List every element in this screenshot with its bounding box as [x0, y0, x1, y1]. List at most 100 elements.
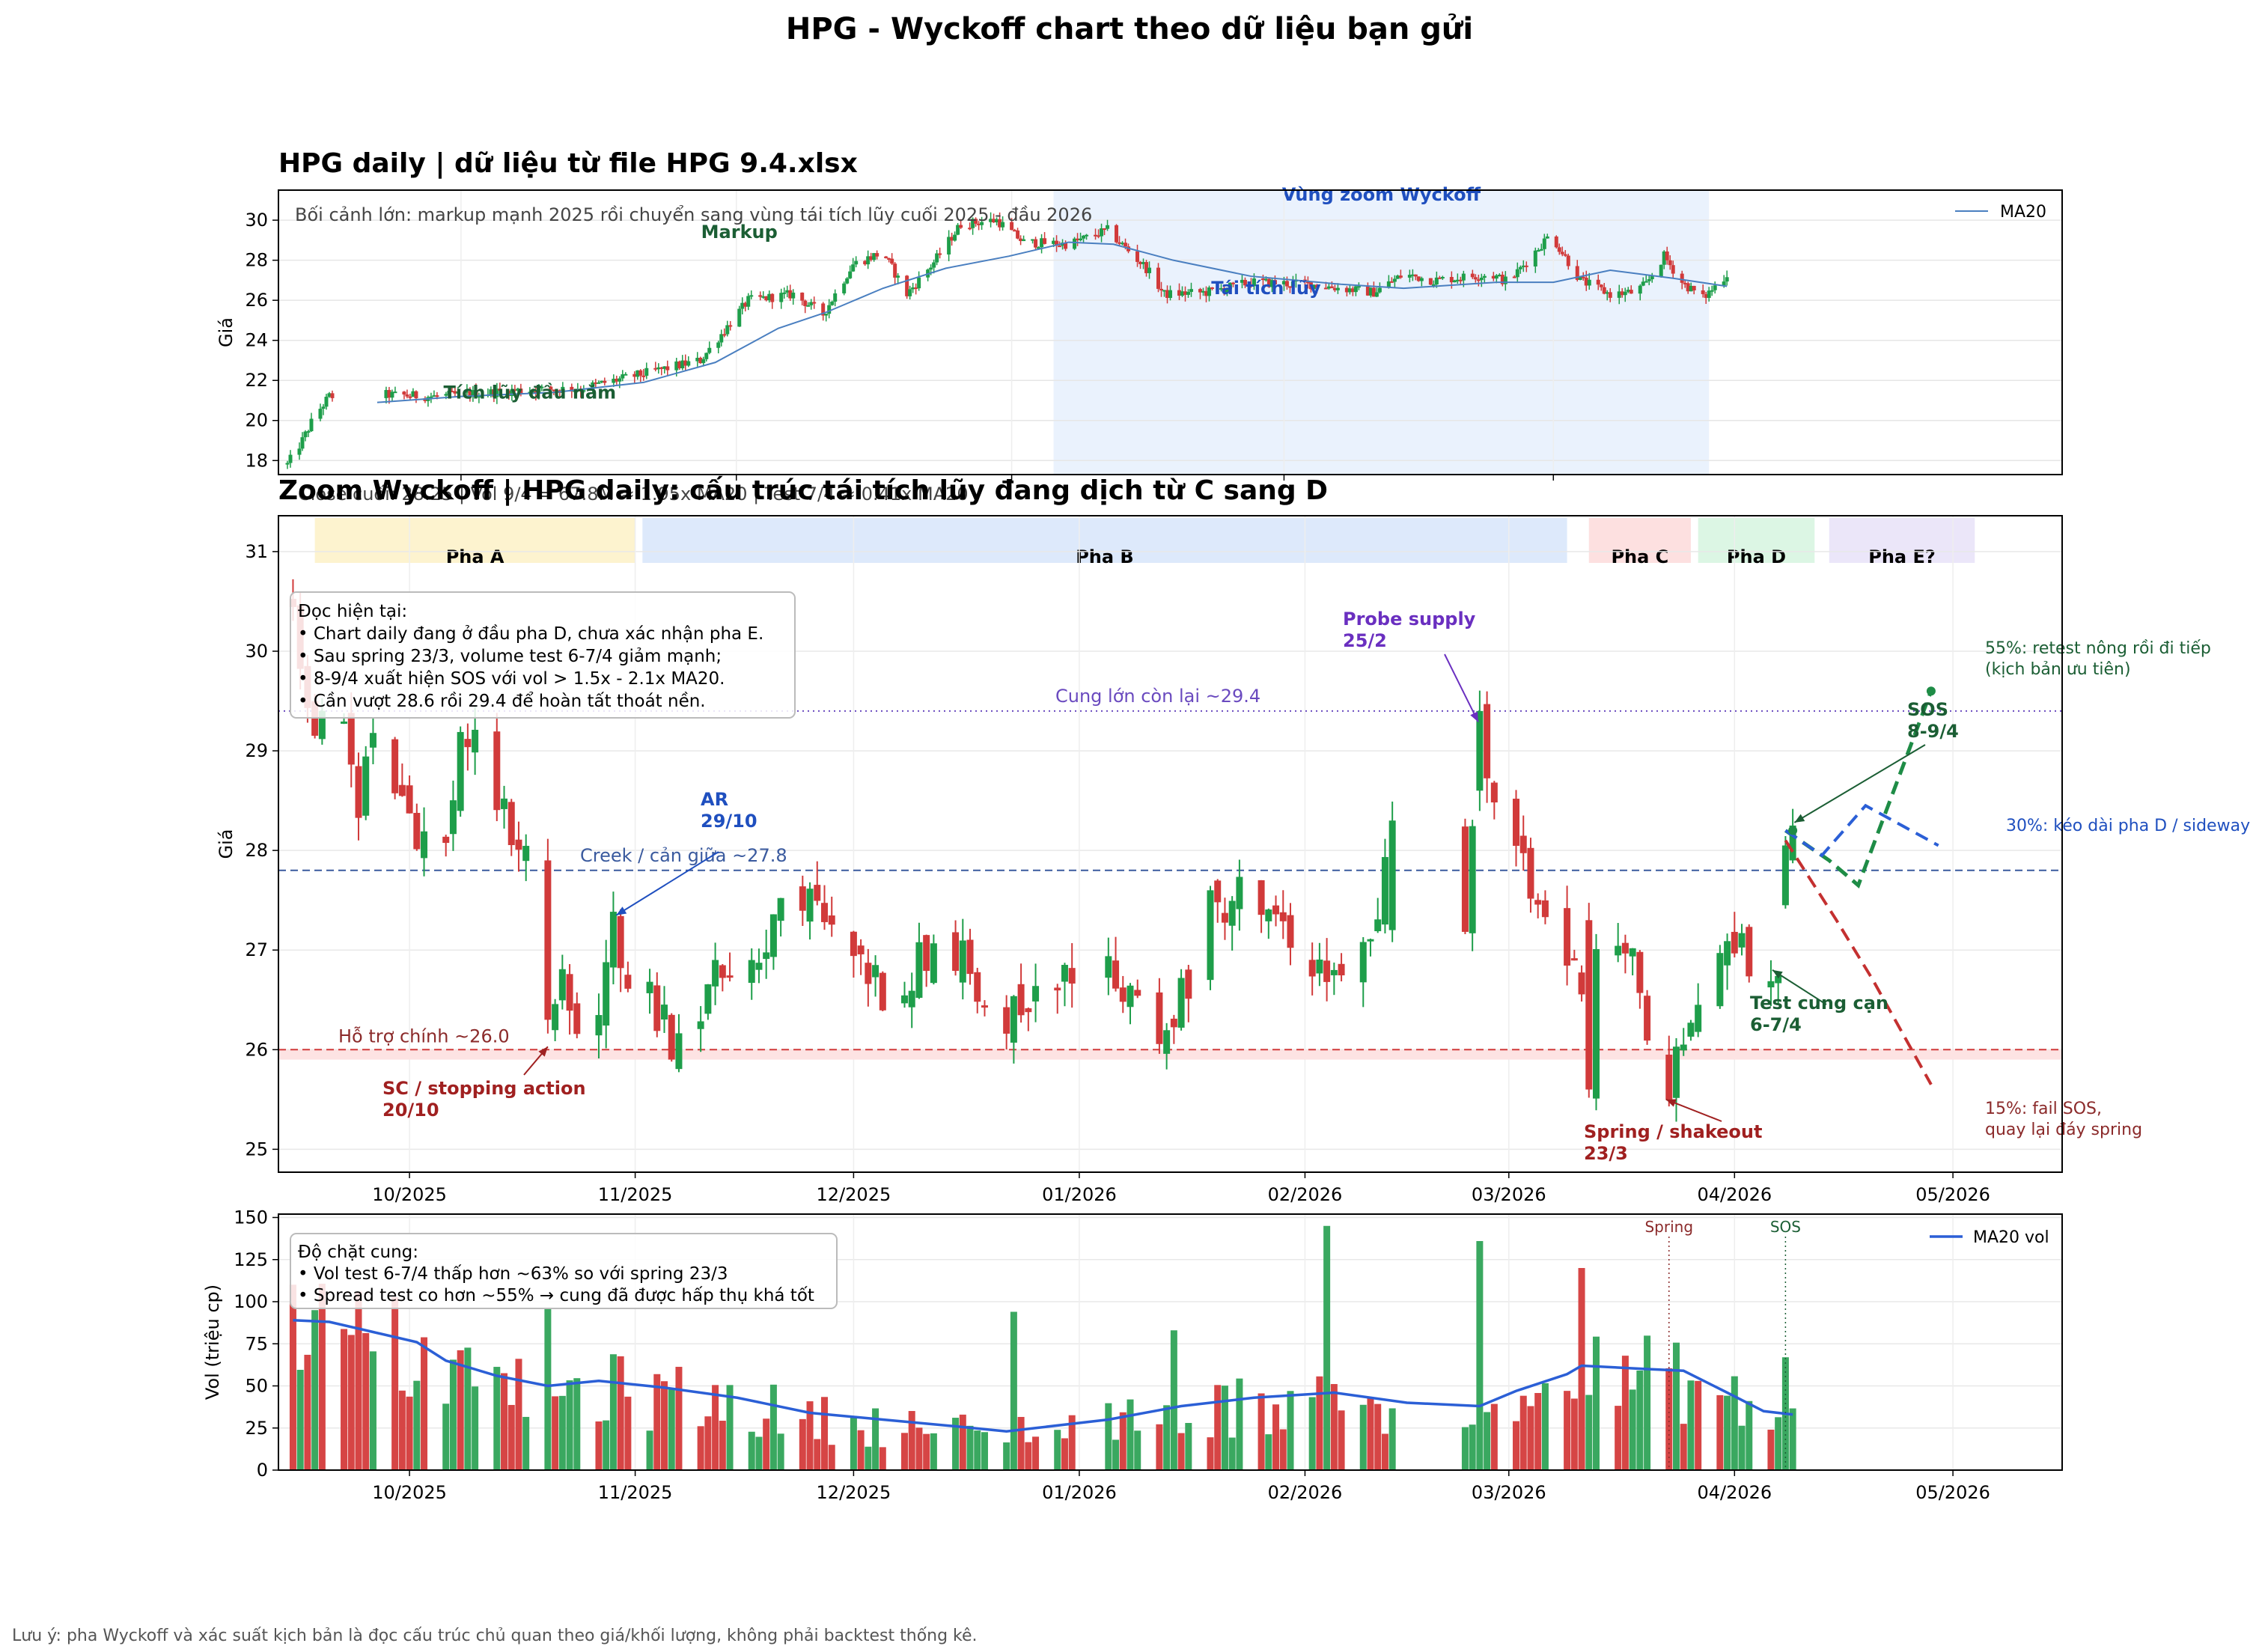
overview-candle: [327, 393, 332, 397]
overview-candle: [1368, 287, 1373, 296]
overview-candle: [1638, 285, 1642, 294]
overview-candle: [600, 380, 604, 382]
volume-xtick-label: 01/2026: [1042, 1482, 1117, 1503]
overview-candle: [788, 290, 793, 299]
zoom-xtick-label: 12/2025: [817, 1184, 891, 1205]
overview-candle: [1686, 283, 1690, 292]
zoom-candle: [1476, 710, 1484, 791]
phase-band: [1698, 518, 1815, 563]
zoom-candle: [1127, 985, 1134, 1008]
overview-candle: [998, 219, 1002, 228]
zoom-candle: [820, 903, 828, 922]
overview-candle: [1455, 279, 1460, 281]
zoom-candle: [501, 798, 508, 809]
footer-note: Lưu ý: pha Wyckoff và xác suất kịch bản …: [12, 1627, 978, 1645]
overview-candle: [465, 391, 469, 393]
overview-candle: [456, 391, 460, 394]
overview-candle: [1165, 290, 1170, 299]
overview-candle: [893, 263, 897, 278]
overview-candle: [468, 391, 472, 397]
zoom-candle: [1781, 845, 1789, 906]
overview-candle: [791, 292, 796, 299]
overview-candle: [1428, 278, 1433, 285]
phase-band: [642, 518, 1567, 563]
overview-candle: [854, 260, 859, 265]
overview-candle: [402, 391, 406, 395]
overview-candle: [1189, 289, 1193, 292]
overview-candle: [1031, 239, 1035, 241]
overview-candle: [1162, 290, 1167, 292]
overview-candle: [764, 296, 769, 301]
overview-candle: [707, 347, 712, 353]
volume-bar: [566, 1380, 573, 1470]
volume-bar: [1490, 1403, 1498, 1470]
overview-candle: [582, 390, 586, 392]
phase-band: [314, 518, 635, 563]
overview-candle: [782, 292, 787, 294]
zoom-candle: [1177, 978, 1185, 1028]
volume-bar: [1381, 1433, 1388, 1470]
overview-candle: [1260, 278, 1265, 281]
volume-bar: [406, 1396, 413, 1470]
zoom-candle: [712, 960, 719, 987]
overview-candle: [1710, 290, 1714, 292]
scenario-fail-label: 15%: fail SOS,: [1985, 1100, 2102, 1118]
overview-candle: [516, 388, 520, 391]
overview-candle: [956, 225, 960, 235]
overview-candle: [665, 366, 670, 371]
volume-bar: [1484, 1412, 1491, 1470]
zoom-candle: [748, 960, 755, 984]
overview-candle: [1542, 238, 1546, 249]
volume-bar: [1695, 1380, 1702, 1470]
volume-xtick-label: 03/2026: [1472, 1482, 1546, 1503]
overview-candle: [1722, 281, 1726, 286]
zoom-xtick-label: 01/2026: [1042, 1184, 1117, 1205]
volume-ytick-label: 25: [245, 1418, 268, 1439]
volume-bar: [1615, 1406, 1622, 1470]
overview-candle: [1094, 234, 1098, 237]
zoom-ytick-label: 31: [245, 541, 268, 562]
supply-label: Cung lớn còn lại ~29.4: [1055, 686, 1260, 707]
zoom-candle: [1228, 900, 1236, 926]
overview-candle: [1497, 274, 1502, 276]
overview-candle: [474, 390, 478, 398]
overview-candle: [1263, 278, 1268, 281]
zoom-candle: [1156, 992, 1163, 1044]
overview-candle: [1605, 292, 1609, 294]
overview-candle: [507, 391, 511, 397]
event-sc-arrow-head: [538, 1046, 548, 1057]
volume-bar: [908, 1411, 915, 1470]
overview-candle: [1043, 238, 1047, 244]
volume-bar: [872, 1408, 879, 1470]
overview-candle: [1623, 291, 1627, 296]
volume-ylabel: Vol (triệu cp): [202, 1284, 223, 1400]
overview-candle: [980, 222, 984, 225]
overview-candle: [719, 334, 724, 343]
overview-candle: [911, 287, 915, 290]
volume-bar: [1170, 1330, 1177, 1470]
volume-bar: [1068, 1415, 1076, 1470]
overview-candle: [866, 256, 871, 265]
zoom-candle: [661, 1005, 668, 1020]
volume-bar: [1665, 1368, 1673, 1470]
volume-bar: [1032, 1436, 1040, 1470]
zoom-candle: [1731, 931, 1738, 954]
overview-candle: [1413, 274, 1418, 277]
overview-candle: [674, 361, 679, 371]
volume-bar: [1156, 1424, 1163, 1470]
zoom-candle: [1323, 960, 1331, 982]
overview-candle: [594, 382, 598, 384]
volume-bar: [1636, 1370, 1644, 1470]
zoom-candle: [558, 969, 566, 1001]
event-sos-arrow-head: [1794, 814, 1805, 823]
overview-candle: [1106, 225, 1110, 229]
volume-bar: [617, 1356, 624, 1470]
overview-candle: [411, 391, 415, 397]
zoom-candle: [617, 915, 624, 969]
overview-candle: [1410, 274, 1415, 276]
overview-candle: [758, 295, 763, 297]
volume-ytick-label: 50: [245, 1376, 268, 1397]
overview-candle: [1228, 282, 1232, 290]
overview-candle: [450, 391, 454, 393]
overview-candle: [863, 260, 868, 265]
